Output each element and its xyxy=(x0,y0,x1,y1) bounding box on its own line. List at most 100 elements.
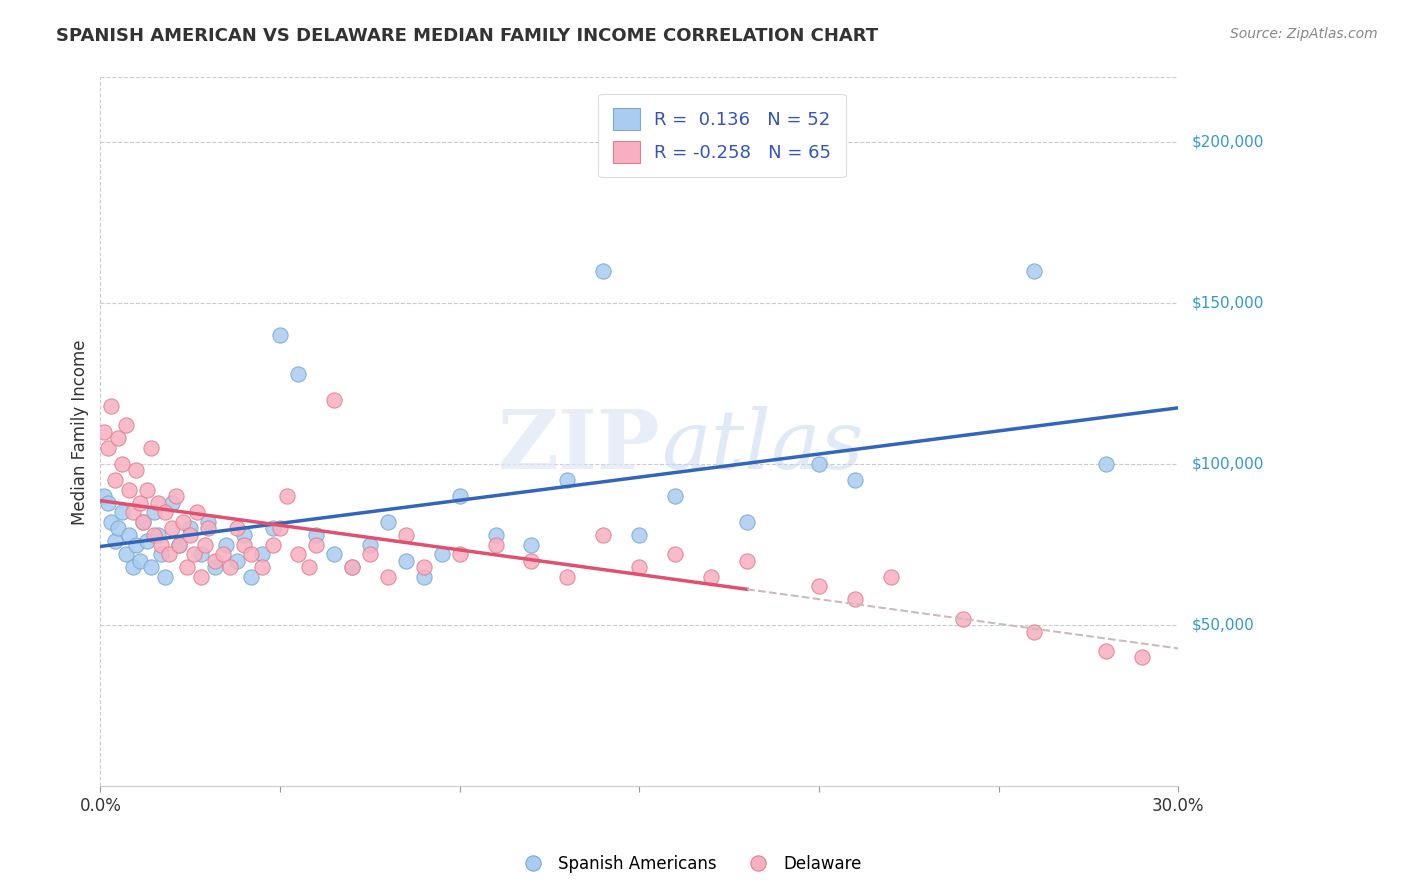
Point xyxy=(298,560,321,574)
Point xyxy=(807,457,830,471)
Point xyxy=(114,418,136,433)
Point xyxy=(952,612,974,626)
Point xyxy=(262,521,284,535)
Point xyxy=(700,570,723,584)
Text: atlas: atlas xyxy=(661,406,863,486)
Point xyxy=(628,528,651,542)
Text: SPANISH AMERICAN VS DELAWARE MEDIAN FAMILY INCOME CORRELATION CHART: SPANISH AMERICAN VS DELAWARE MEDIAN FAMI… xyxy=(56,27,879,45)
Point xyxy=(211,547,233,561)
Point xyxy=(136,483,159,497)
Point xyxy=(484,528,506,542)
Point xyxy=(197,521,219,535)
Point xyxy=(186,505,208,519)
Legend: Spanish Americans, Delaware: Spanish Americans, Delaware xyxy=(509,848,869,880)
Point xyxy=(204,554,226,568)
Point xyxy=(844,473,866,487)
Point xyxy=(160,521,183,535)
Point xyxy=(484,537,506,551)
Point xyxy=(169,537,191,551)
Point xyxy=(165,489,187,503)
Point xyxy=(557,570,579,584)
Point xyxy=(664,489,686,503)
Point xyxy=(269,521,291,535)
Point xyxy=(143,505,166,519)
Point xyxy=(146,496,169,510)
Point xyxy=(150,537,173,551)
Point xyxy=(114,547,136,561)
Point xyxy=(880,570,903,584)
Point xyxy=(807,579,830,593)
Point xyxy=(128,554,150,568)
Point xyxy=(449,489,471,503)
Point xyxy=(287,547,309,561)
Point xyxy=(197,515,219,529)
Point xyxy=(121,505,143,519)
Point xyxy=(96,496,118,510)
Point xyxy=(157,547,180,561)
Point xyxy=(340,560,363,574)
Point xyxy=(146,528,169,542)
Point xyxy=(111,457,134,471)
Point xyxy=(449,547,471,561)
Point xyxy=(179,528,201,542)
Point xyxy=(592,264,614,278)
Point xyxy=(844,592,866,607)
Y-axis label: Median Family Income: Median Family Income xyxy=(72,339,89,524)
Point xyxy=(100,515,122,529)
Point xyxy=(107,431,129,445)
Point xyxy=(250,560,273,574)
Point xyxy=(664,547,686,561)
Point xyxy=(269,328,291,343)
Point xyxy=(160,496,183,510)
Point xyxy=(176,560,198,574)
Point xyxy=(143,528,166,542)
Point xyxy=(287,367,309,381)
Point xyxy=(139,560,162,574)
Point xyxy=(225,521,247,535)
Point xyxy=(128,496,150,510)
Point xyxy=(179,521,201,535)
Point xyxy=(100,399,122,413)
Point xyxy=(104,473,127,487)
Point xyxy=(395,528,418,542)
Point xyxy=(262,537,284,551)
Point xyxy=(153,570,176,584)
Point xyxy=(520,537,543,551)
Point xyxy=(377,570,399,584)
Text: $50,000: $50,000 xyxy=(1192,617,1254,632)
Point xyxy=(193,537,215,551)
Point xyxy=(412,570,434,584)
Point xyxy=(104,534,127,549)
Point xyxy=(218,560,240,574)
Point xyxy=(276,489,298,503)
Point xyxy=(139,441,162,455)
Point xyxy=(153,505,176,519)
Point xyxy=(340,560,363,574)
Point xyxy=(735,554,758,568)
Point xyxy=(172,515,194,529)
Legend: R =  0.136   N = 52, R = -0.258   N = 65: R = 0.136 N = 52, R = -0.258 N = 65 xyxy=(599,94,846,178)
Point xyxy=(1024,264,1046,278)
Point xyxy=(1095,644,1118,658)
Point xyxy=(305,528,328,542)
Point xyxy=(305,537,328,551)
Text: ZIP: ZIP xyxy=(498,406,661,486)
Point xyxy=(557,473,579,487)
Point xyxy=(215,537,238,551)
Point xyxy=(1095,457,1118,471)
Point xyxy=(93,489,115,503)
Point xyxy=(125,463,148,477)
Point xyxy=(412,560,434,574)
Text: $100,000: $100,000 xyxy=(1192,457,1264,472)
Point xyxy=(132,515,155,529)
Point xyxy=(169,537,191,551)
Point xyxy=(118,483,141,497)
Point xyxy=(96,441,118,455)
Point xyxy=(250,547,273,561)
Point xyxy=(233,528,256,542)
Point xyxy=(377,515,399,529)
Point xyxy=(735,515,758,529)
Point xyxy=(322,392,344,407)
Point xyxy=(520,554,543,568)
Point xyxy=(592,528,614,542)
